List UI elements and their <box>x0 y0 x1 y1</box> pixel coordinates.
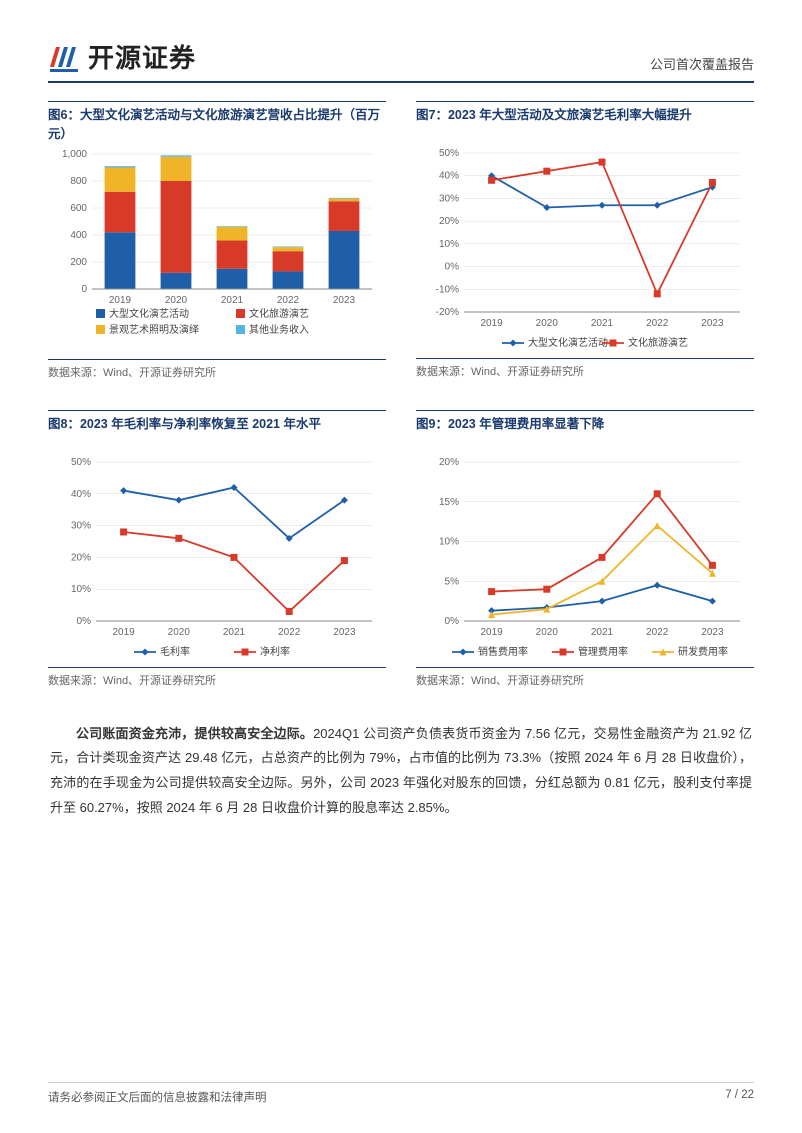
svg-text:5%: 5% <box>445 576 460 587</box>
svg-text:800: 800 <box>70 176 87 187</box>
svg-text:景观艺术照明及演绎: 景观艺术照明及演绎 <box>109 323 199 336</box>
svg-text:40%: 40% <box>439 171 459 182</box>
fig6-chart: 0 200 400 600 800 1,000 2019 2020 2021 2022 2023 大型… <box>48 144 386 359</box>
svg-text:2021: 2021 <box>221 295 244 306</box>
svg-text:2021: 2021 <box>223 627 246 638</box>
fig8-chart: 0% 10% 20% 30% 40% 50% 2019 2020 2021 2022 2023 毛利率… <box>48 452 386 667</box>
svg-text:-20%: -20% <box>436 307 459 318</box>
figure-8: 图8：2023 年毛利率与净利率恢复至 2021 年水平 0% 10% 20% 30%… <box>48 410 386 688</box>
body-lead: 公司账面资金充沛，提供较高安全边际。 <box>76 726 313 741</box>
svg-text:10%: 10% <box>71 584 91 595</box>
svg-text:0%: 0% <box>77 616 92 627</box>
svg-text:0%: 0% <box>445 616 460 627</box>
svg-text:文化旅游演艺: 文化旅游演艺 <box>628 336 688 349</box>
svg-text:2021: 2021 <box>591 318 614 329</box>
svg-text:2019: 2019 <box>109 295 132 306</box>
svg-text:2020: 2020 <box>168 627 191 638</box>
svg-text:2022: 2022 <box>278 627 301 638</box>
svg-text:40%: 40% <box>71 488 91 499</box>
svg-text:400: 400 <box>70 230 87 241</box>
svg-text:2019: 2019 <box>480 318 503 329</box>
svg-text:2022: 2022 <box>646 318 669 329</box>
figure-6: 图6：大型文化演艺活动与文化旅游演艺营收占比提升（百万元） 0 200 400 600… <box>48 101 386 380</box>
svg-text:毛利率: 毛利率 <box>160 645 190 658</box>
svg-text:20%: 20% <box>71 552 91 563</box>
svg-text:600: 600 <box>70 203 87 214</box>
fig8-source: 数据来源：Wind、开源证券研究所 <box>48 667 386 688</box>
svg-text:2023: 2023 <box>701 627 724 638</box>
svg-text:50%: 50% <box>71 457 91 468</box>
svg-text:2020: 2020 <box>165 295 188 306</box>
footer-page-number: 7 / 22 <box>725 1089 754 1105</box>
svg-text:2023: 2023 <box>333 295 356 306</box>
svg-text:10%: 10% <box>439 239 459 250</box>
svg-text:2023: 2023 <box>701 318 724 329</box>
svg-text:2020: 2020 <box>536 318 559 329</box>
svg-text:-10%: -10% <box>436 284 459 295</box>
fig7-chart: -20% -10% 0% 10% 20% 30% 40% 50% 2019 2020 2021 202… <box>416 143 754 358</box>
fig8-title: 图8：2023 年毛利率与净利率恢复至 2021 年水平 <box>48 410 386 452</box>
fig7-source: 数据来源：Wind、开源证券研究所 <box>416 358 754 379</box>
svg-text:20%: 20% <box>439 457 459 468</box>
svg-text:30%: 30% <box>71 520 91 531</box>
svg-text:2022: 2022 <box>646 627 669 638</box>
header-subtitle: 公司首次覆盖报告 <box>650 54 754 75</box>
footer-disclaimer: 请务必参阅正文后面的信息披露和法律声明 <box>48 1089 267 1105</box>
svg-text:2023: 2023 <box>333 627 356 638</box>
svg-text:30%: 30% <box>439 193 459 204</box>
fig9-title: 图9：2023 年管理费用率显著下降 <box>416 410 754 452</box>
svg-text:净利率: 净利率 <box>260 645 290 658</box>
svg-text:15%: 15% <box>439 496 459 507</box>
company-logo-icon <box>48 39 82 75</box>
fig9-source: 数据来源：Wind、开源证券研究所 <box>416 667 754 688</box>
svg-text:销售费用率: 销售费用率 <box>478 645 528 658</box>
svg-text:20%: 20% <box>439 216 459 227</box>
page-footer: 请务必参阅正文后面的信息披露和法律声明 7 / 22 <box>48 1082 754 1105</box>
figure-9: 图9：2023 年管理费用率显著下降 0% 5% 10% 15% 20% 2019 2020… <box>416 410 754 688</box>
svg-text:管理费用率: 管理费用率 <box>578 645 628 658</box>
svg-text:50%: 50% <box>439 148 459 159</box>
charts-grid: 图6：大型文化演艺活动与文化旅游演艺营收占比提升（百万元） 0 200 400 600… <box>48 101 754 688</box>
svg-text:0: 0 <box>81 284 87 295</box>
svg-text:其他业务收入: 其他业务收入 <box>249 323 309 336</box>
svg-text:2019: 2019 <box>480 627 503 638</box>
svg-text:文化旅游演艺: 文化旅游演艺 <box>249 307 309 320</box>
fig6-source: 数据来源：Wind、开源证券研究所 <box>48 359 386 380</box>
figure-7: 图7：2023 年大型活动及文旅演艺毛利率大幅提升 -20% -10% 0% 10% 2… <box>416 101 754 380</box>
svg-text:2019: 2019 <box>112 627 135 638</box>
svg-text:2022: 2022 <box>277 295 300 306</box>
page-header: 开源证券 公司首次覆盖报告 <box>48 38 754 83</box>
logo-text: 开源证券 <box>88 38 196 75</box>
fig9-chart: 0% 5% 10% 15% 20% 2019 2020 2021 2022 2023 销售费用率 管理… <box>416 452 754 667</box>
fig7-title: 图7：2023 年大型活动及文旅演艺毛利率大幅提升 <box>416 101 754 143</box>
svg-text:研发费用率: 研发费用率 <box>678 645 728 658</box>
svg-text:2021: 2021 <box>591 627 614 638</box>
svg-text:200: 200 <box>70 257 87 268</box>
svg-text:大型文化演艺活动: 大型文化演艺活动 <box>528 336 608 349</box>
svg-text:2020: 2020 <box>536 627 559 638</box>
body-paragraph: 公司账面资金充沛，提供较高安全边际。2024Q1 公司资产负债表货币资金为 7.… <box>48 722 754 821</box>
logo-block: 开源证券 <box>48 38 196 75</box>
svg-text:大型文化演艺活动: 大型文化演艺活动 <box>109 307 189 320</box>
svg-text:1,000: 1,000 <box>62 149 87 160</box>
svg-text:10%: 10% <box>439 536 459 547</box>
fig6-title: 图6：大型文化演艺活动与文化旅游演艺营收占比提升（百万元） <box>48 101 386 144</box>
svg-text:0%: 0% <box>445 262 460 273</box>
